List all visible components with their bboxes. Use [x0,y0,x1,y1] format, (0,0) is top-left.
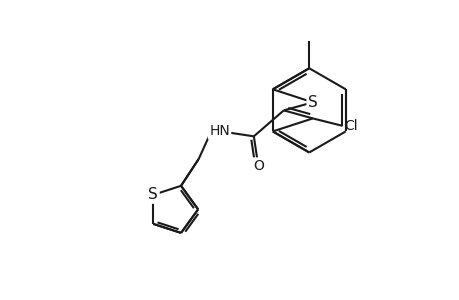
Text: HN: HN [209,124,230,138]
Text: O: O [252,159,263,173]
Text: Cl: Cl [343,119,357,133]
Text: S: S [307,95,317,110]
Text: S: S [148,187,158,202]
